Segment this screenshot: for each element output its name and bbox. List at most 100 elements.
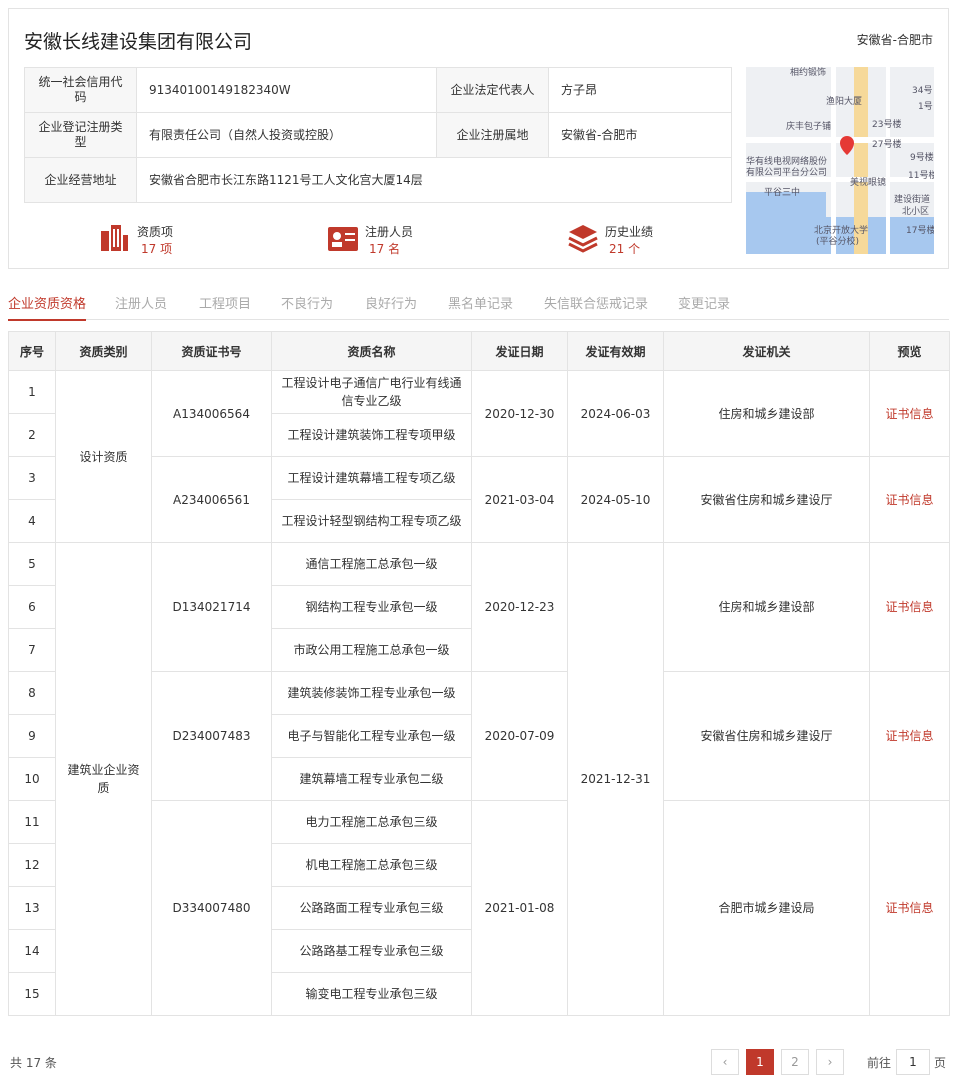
map-label: 23号楼: [872, 118, 901, 130]
qualification-name: 工程设计建筑幕墙工程专项乙级: [271, 456, 472, 500]
info-label: 企业注册属地: [436, 112, 549, 158]
expiry-date: 2021-12-31: [567, 542, 664, 1016]
issue-date: 2020-07-09: [471, 671, 568, 801]
certificate-number: A134006564: [151, 370, 272, 457]
row-index: 11: [8, 800, 56, 844]
table-row: 11 D334007480 电力工程施工总承包三级 2021-01-08 合肥市城乡建设…: [8, 800, 950, 1016]
company-location: 安徽省-合肥市: [856, 33, 933, 47]
table-row: 1 设计资质 A134006564 工程设计电子通信广电行业有线通信专业乙级 2020-…: [8, 370, 950, 543]
issue-date: 2021-01-08: [471, 800, 568, 1016]
info-table: 统一社会信用代码 91340100149182340W 企业法定代表人 方子昂 企业登记…: [24, 67, 732, 203]
preview-cell: 证书信息: [869, 456, 950, 543]
preview-link[interactable]: 证书信息: [885, 901, 934, 915]
info-value: 安徽省-合肥市: [548, 112, 732, 158]
table-row: 15 输变电工程专业承包三级: [8, 972, 950, 1016]
table-row: 3 A234006561 工程设计建筑幕墙工程专项乙级 2021-03-04 2024-…: [8, 456, 950, 543]
table-row: 6 钢结构工程专业承包一级: [8, 585, 950, 629]
table-row: 4 工程设计轻型钢结构工程专项乙级: [8, 499, 950, 543]
stat-icon: [328, 227, 358, 251]
stat-label: 历史业绩: [605, 225, 654, 239]
map-label: 有限公司平台分公司: [746, 166, 827, 178]
map-label: 相约锻饰: [790, 67, 826, 78]
category: 建筑业企业资质: [55, 542, 152, 1016]
table-row: 10 建筑幕墙工程专业承包二级: [8, 757, 950, 801]
preview-link[interactable]: 证书信息: [885, 406, 934, 421]
preview-cell: 证书信息: [869, 370, 950, 457]
stat-label: 资质项: [137, 225, 174, 239]
map-label: 27号楼: [872, 138, 901, 150]
info-row: 统一社会信用代码 91340100149182340W 企业法定代表人 方子昂: [24, 67, 732, 113]
qualification-name: 工程设计电子通信广电行业有线通信专业乙级: [271, 370, 472, 414]
qualification-name: 建筑幕墙工程专业承包二级: [271, 757, 472, 801]
table-row: 12 机电工程施工总承包三级: [8, 843, 950, 887]
certificate-number: D134021714: [151, 542, 272, 672]
category: 设计资质: [55, 370, 152, 543]
row-index: 12: [8, 843, 56, 887]
column-header: 序号: [8, 331, 56, 371]
qualification-name: 建筑装修装饰工程专业承包一级: [271, 671, 472, 715]
column-header: 发证机关: [663, 331, 870, 371]
qualification-name: 工程设计建筑装饰工程专项甲级: [271, 413, 472, 457]
stat-value: 17 名: [369, 242, 401, 256]
tab[interactable]: 企业资质资格: [8, 293, 87, 321]
goto-input[interactable]: 1: [896, 1049, 930, 1075]
map-label: 美视眼镜: [850, 176, 886, 188]
qualification-name: 公路路基工程专业承包三级: [271, 929, 472, 973]
map-label: 1号: [918, 101, 933, 112]
column-header: 资质名称: [271, 331, 472, 371]
info-label: 企业法定代表人: [436, 67, 549, 113]
authority: 安徽省住房和城乡建设厅: [663, 456, 870, 543]
row-index: 10: [8, 757, 56, 801]
total-count: 共 17 条: [10, 1056, 57, 1070]
stat: 历史业绩 21 个: [567, 221, 767, 257]
row-index: 14: [8, 929, 56, 973]
column-header: 预览: [869, 331, 950, 371]
next-page[interactable]: ›: [816, 1049, 844, 1075]
qualification-name: 钢结构工程专业承包一级: [271, 585, 472, 629]
qualification-name: 电力工程施工总承包三级: [271, 800, 472, 844]
map-label: 渔阳大厦: [826, 95, 862, 107]
info-value: 安徽省合肥市长江东路1121号工人文化宫大厦14层: [136, 157, 732, 203]
expiry-date: 2024-05-10: [567, 456, 664, 543]
qualification-name: 工程设计轻型钢结构工程专项乙级: [271, 499, 472, 543]
tab[interactable]: 变更记录: [678, 297, 731, 312]
qualification-table: 序号 资质类别 资质证书号 资质名称 发证日期 发证有效期 发证机关 预览 1 设计资质 A1340…: [8, 331, 950, 1016]
map-label: 11号楼: [908, 169, 934, 181]
tab[interactable]: 黑名单记录: [448, 297, 514, 312]
authority: 住房和城乡建设部: [663, 370, 870, 457]
certificate-number: D234007483: [151, 671, 272, 801]
preview-link[interactable]: 证书信息: [885, 729, 934, 743]
map-label: 34号: [912, 85, 932, 96]
stat: 注册人员 17 名: [327, 221, 527, 257]
info-value: 有限责任公司（自然人投资或控股）: [136, 112, 437, 158]
qualification-name: 公路路面工程专业承包三级: [271, 886, 472, 930]
preview-link[interactable]: 证书信息: [885, 492, 934, 507]
info-row: 企业经营地址 安徽省合肥市长江东路1121号工人文化宫大厦14层: [24, 157, 732, 203]
company-title: 安徽长线建设集团有限公司: [24, 31, 253, 53]
row-index: 9: [8, 714, 56, 758]
column-header: 资质类别: [55, 331, 152, 371]
prev-page[interactable]: ‹: [711, 1049, 739, 1075]
table-row: 5 建筑业企业资质 D134021714 通信工程施工总承包一级 2020-12-23 2…: [8, 542, 950, 1016]
page-number[interactable]: 2: [781, 1049, 809, 1075]
authority: 住房和城乡建设部: [663, 542, 870, 672]
column-header: 发证有效期: [567, 331, 664, 371]
tab[interactable]: 不良行为: [281, 297, 334, 312]
tab[interactable]: 工程项目: [199, 297, 252, 312]
tab[interactable]: 良好行为: [365, 297, 418, 312]
preview-link[interactable]: 证书信息: [885, 600, 934, 614]
info-row: 企业登记注册类型 有限责任公司（自然人投资或控股） 企业注册属地 安徽省-合肥市: [24, 112, 732, 158]
tab[interactable]: 注册人员: [115, 297, 168, 312]
stat-value: 17 项: [141, 242, 173, 256]
info-label: 统一社会信用代码: [24, 67, 137, 113]
qualification-name: 电子与智能化工程专业承包一级: [271, 714, 472, 758]
stat-icon: [101, 225, 128, 251]
row-index: 15: [8, 972, 56, 1016]
page-number[interactable]: 1: [746, 1049, 774, 1075]
authority: 合肥市城乡建设局: [663, 800, 870, 1016]
tab[interactable]: 失信联合惩戒记录: [544, 297, 649, 312]
expiry-date: 2024-06-03: [567, 370, 664, 457]
